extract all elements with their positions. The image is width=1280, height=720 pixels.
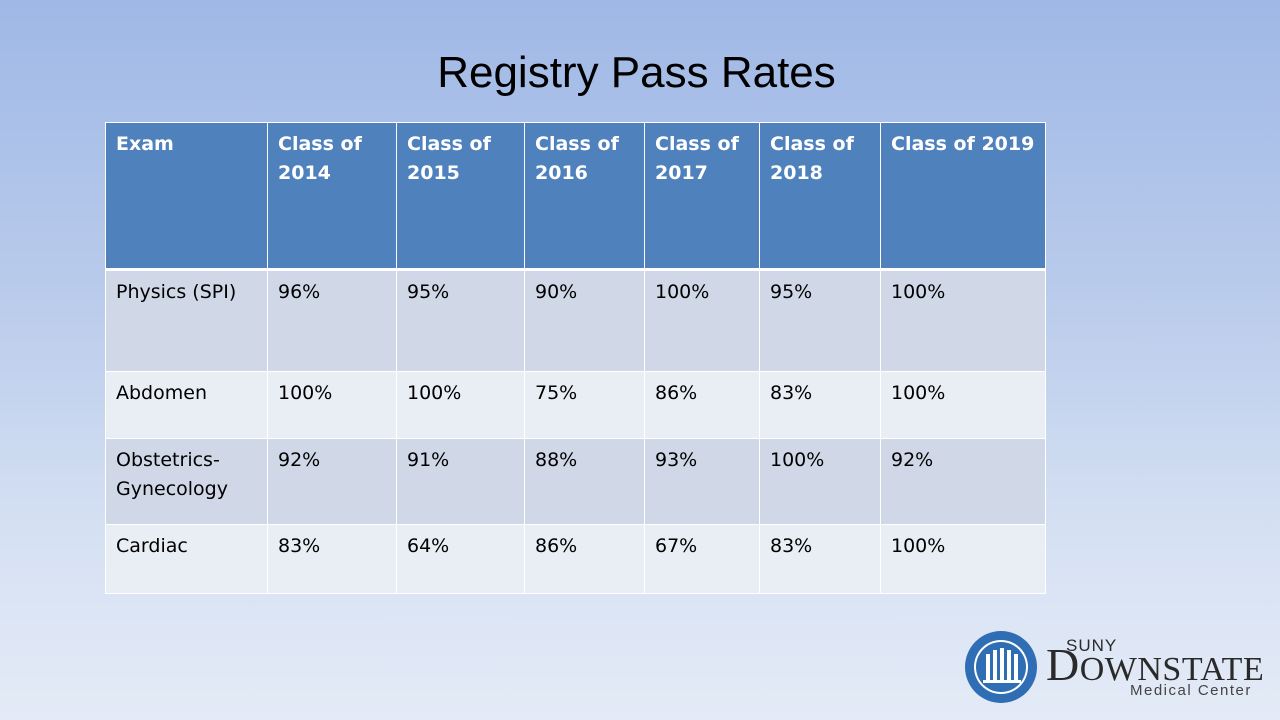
value-cell: 64% <box>396 524 525 594</box>
logo-downstate-rest: OWNSTATE <box>1079 651 1265 688</box>
value-cell: 100% <box>396 371 525 439</box>
value-cell: 67% <box>644 524 760 594</box>
value-cell: 100% <box>644 269 760 372</box>
table-row: Obstetrics-Gynecology 92% 91% 88% 93% 10… <box>105 438 1046 525</box>
logo-medical-center-text: Medical Center <box>1130 682 1252 699</box>
table-row: Cardiac 83% 64% 86% 67% 83% 100% <box>105 524 1046 594</box>
value-cell: 93% <box>644 438 760 525</box>
value-cell: 92% <box>880 438 1046 525</box>
table-row: Abdomen 100% 100% 75% 86% 83% 100% <box>105 371 1046 439</box>
university-seal-icon <box>965 631 1037 703</box>
suny-downstate-logo: SUNY DOWNSTATE Medical Center <box>964 630 1264 703</box>
value-cell: 91% <box>396 438 525 525</box>
value-cell: 88% <box>524 438 645 525</box>
value-cell: 95% <box>396 269 525 372</box>
header-class-2014: Class of 2014 <box>267 122 397 271</box>
value-cell: 83% <box>267 524 397 594</box>
exam-cell: Obstetrics-Gynecology <box>105 438 268 525</box>
exam-cell: Physics (SPI) <box>105 269 268 372</box>
logo-downstate-initial: D <box>1046 639 1080 690</box>
pass-rates-table: Exam Class of 2014 Class of 2015 Class o… <box>105 122 1046 594</box>
value-cell: 75% <box>524 371 645 439</box>
value-cell: 83% <box>759 524 881 594</box>
exam-cell: Cardiac <box>105 524 268 594</box>
value-cell: 86% <box>524 524 645 594</box>
value-cell: 92% <box>267 438 397 525</box>
header-exam: Exam <box>105 122 268 271</box>
header-class-2016: Class of 2016 <box>524 122 645 271</box>
value-cell: 95% <box>759 269 881 372</box>
value-cell: 96% <box>267 269 397 372</box>
value-cell: 100% <box>880 371 1046 439</box>
header-class-2017: Class of 2017 <box>644 122 760 271</box>
value-cell: 100% <box>880 269 1046 372</box>
value-cell: 83% <box>759 371 881 439</box>
value-cell: 100% <box>759 438 881 525</box>
table-header-row: Exam Class of 2014 Class of 2015 Class o… <box>105 122 1046 271</box>
logo-suny-text: SUNY <box>1066 636 1118 655</box>
value-cell: 100% <box>880 524 1046 594</box>
header-class-2019: Class of 2019 <box>880 122 1046 271</box>
table-row: Physics (SPI) 96% 95% 90% 100% 95% 100% <box>105 269 1046 372</box>
header-class-2018: Class of 2018 <box>759 122 881 271</box>
logo-downstate-text: DOWNSTATE <box>1046 638 1264 691</box>
exam-cell: Abdomen <box>105 371 268 439</box>
header-class-2015: Class of 2015 <box>396 122 525 271</box>
value-cell: 86% <box>644 371 760 439</box>
value-cell: 90% <box>524 269 645 372</box>
slide-title: Registry Pass Rates <box>437 48 836 97</box>
value-cell: 100% <box>267 371 397 439</box>
